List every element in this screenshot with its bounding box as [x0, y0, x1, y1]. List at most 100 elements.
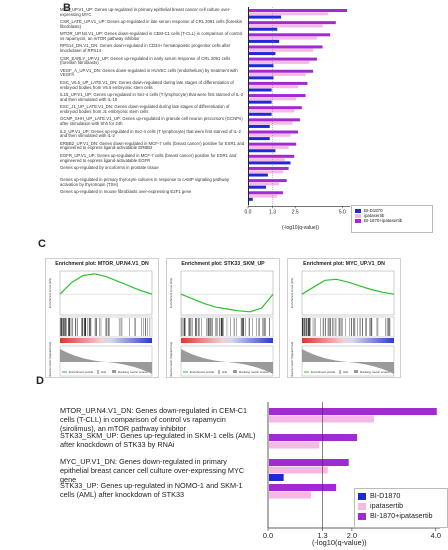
b-bar	[249, 39, 280, 43]
gsea-ylabel-metric: Ranked list metric (Signal2Noise)	[169, 342, 173, 377]
b-tick-label: 5.0	[339, 209, 346, 215]
b-category-label: ERBB2_UP.V1_DN: Genes down-regulated in …	[60, 140, 245, 151]
gsea-ylabel-metric: Ranked list metric (Signal2Noise)	[48, 342, 52, 377]
d-category-label: STK33_UP: Genes up-regulated in NOMO-1 a…	[60, 481, 243, 499]
b-category-label: CSR_LATE_UP.V1_UP: Genes up-regulated in…	[60, 19, 243, 29]
b-category-label: GCNP_SHH_UP_LATE.V1_UP: Genes up-regulat…	[60, 116, 243, 127]
d-bar	[269, 491, 311, 499]
b-bar	[249, 137, 270, 141]
d-bar	[269, 459, 349, 466]
b-bar	[249, 52, 276, 56]
b-bar	[249, 124, 270, 128]
d-category-label: MYC_UP.V1_DN: Genes down-regulated in pr…	[60, 457, 245, 484]
d-category-label: STK33_SKM_UP: Genes up-regulated in SKM-…	[60, 431, 256, 449]
b-bar	[249, 133, 291, 137]
rank-gradient	[181, 338, 273, 343]
b-bar	[249, 12, 329, 16]
b-bar	[249, 166, 289, 170]
es-curve	[301, 278, 395, 295]
d-category-label: MTOR_UP.N4.V1_DN: Genes down-regulated i…	[60, 406, 248, 433]
b-tick-label: 1.3	[269, 209, 276, 215]
d-bar	[269, 474, 284, 481]
legend-d-combo: BI-1870+ipatasertib	[370, 511, 433, 520]
rank-gradient	[302, 338, 394, 343]
panel-b-legend: BI-D1870 ipatasertib BI-1870+ipatasertib	[351, 205, 433, 233]
b-category-label: MTOR_UP.N4.V1_UP: Genes down-regulated i…	[60, 31, 243, 41]
legend-metric-label: Ranking metric scores	[118, 370, 148, 374]
hits-frame	[301, 316, 395, 338]
b-bar	[249, 88, 272, 92]
b-category-label: ESC_V6.5_UP_LATE.V1_DN: Genes down-regul…	[60, 79, 234, 90]
legend-b-d1870: BI-D1870	[364, 208, 383, 213]
b-category-label: RPS14_DN.V1_DN: Genes down-regulated in …	[60, 43, 231, 54]
es-frame	[59, 270, 153, 316]
metric-area	[302, 349, 394, 374]
gsea-ylabel: Enrichment score (ES)	[48, 278, 52, 308]
b-bar	[249, 94, 306, 98]
b-category-label: CSR_EARLY_UP.V1_UP: Genes up-regulated i…	[60, 55, 231, 66]
b-tick-label: 0.0	[245, 209, 252, 215]
gsea-plot: Enrichment plot: MTOR_UP.N4.V1_DN Rank in…	[45, 258, 159, 378]
b-bar	[249, 48, 314, 52]
gsea-svg: Rank in Ordered DatasetEnrichment score …	[169, 270, 274, 377]
legend-es-label: Enrichment profile	[190, 370, 215, 374]
b-bar	[249, 142, 297, 146]
legend-b-combo: BI-1870+ipatasertib	[364, 218, 403, 223]
b-bar	[249, 57, 317, 61]
rank-gradient	[60, 338, 152, 343]
d-tick-label: 4.0	[431, 531, 441, 540]
b-bar	[249, 73, 306, 77]
b-bar	[249, 109, 295, 113]
d-bar	[269, 434, 358, 441]
b-bar	[249, 194, 278, 198]
es-curve	[59, 273, 153, 295]
b-bar	[249, 112, 272, 116]
b-bar	[249, 106, 302, 110]
legend-metric-swatch	[354, 370, 358, 373]
b-category-label: Genes up-regulated in mouse fibroblasts …	[60, 189, 192, 195]
d-bar	[269, 415, 374, 423]
b-bar	[249, 149, 276, 153]
es-frame	[180, 270, 274, 316]
b-bar	[249, 76, 274, 80]
legend-hits-label: Hits	[101, 370, 107, 374]
b-bar	[249, 100, 272, 104]
gsea-ylabel-metric: Ranked list metric (Signal2Noise)	[290, 342, 294, 377]
d-tick-label: 2.0	[347, 531, 357, 540]
b-bar	[249, 33, 331, 37]
d-bar	[269, 408, 437, 415]
b-bar	[249, 185, 266, 189]
b-bar	[249, 121, 293, 125]
panel-label-d: D	[36, 375, 44, 387]
b-bar	[249, 24, 323, 28]
legend-metric-swatch	[112, 370, 116, 373]
panel-d-legend: BI-D1870 ipatasertib BI-1870+ipatasertib	[354, 488, 448, 528]
b-category-label: ESC_J1_UP_LATE.V1_DN: Genes down-regulat…	[60, 104, 230, 114]
panel-b-chart: 0.0 1.3 2.5 5.0	[245, 7, 350, 215]
b-category-label: Genes up-regulated in primary thyrocyte …	[60, 177, 230, 187]
d-bar	[269, 441, 320, 449]
metric-area	[181, 349, 273, 374]
b-bar	[249, 161, 291, 165]
legend-hits-label: Hits	[222, 370, 228, 374]
d-tick-label: 1.3	[317, 531, 327, 540]
gsea-plot-title: Enrichment plot: STK33_SKM_UP	[181, 261, 265, 267]
legend-d-ipatasertib: ipatasertib	[370, 501, 404, 510]
b-bar	[249, 27, 278, 31]
b-bar	[249, 64, 274, 68]
es-frame	[301, 270, 395, 316]
d-bar	[269, 484, 337, 491]
b-category-label: MYC_UP.V1_UP: Genes up-regulated in prim…	[60, 7, 231, 17]
legend-hits-label: Hits	[343, 370, 349, 374]
gsea-plot: Enrichment plot: MYC_UP.V1_DN Rank in Ord…	[287, 258, 401, 378]
b-bar	[249, 191, 283, 195]
gsea-svg: Rank in Ordered DatasetEnrichment score …	[290, 270, 395, 377]
b-bar	[249, 69, 314, 73]
b-bar	[249, 130, 299, 134]
b-bar	[249, 182, 280, 186]
legend-metric-label: Ranking metric scores	[360, 370, 390, 374]
b-axis-y	[248, 7, 249, 206]
b-bar	[249, 60, 310, 64]
panel-d-xlabel: (-log10(q-value))	[312, 538, 367, 547]
b-bar	[249, 173, 268, 177]
